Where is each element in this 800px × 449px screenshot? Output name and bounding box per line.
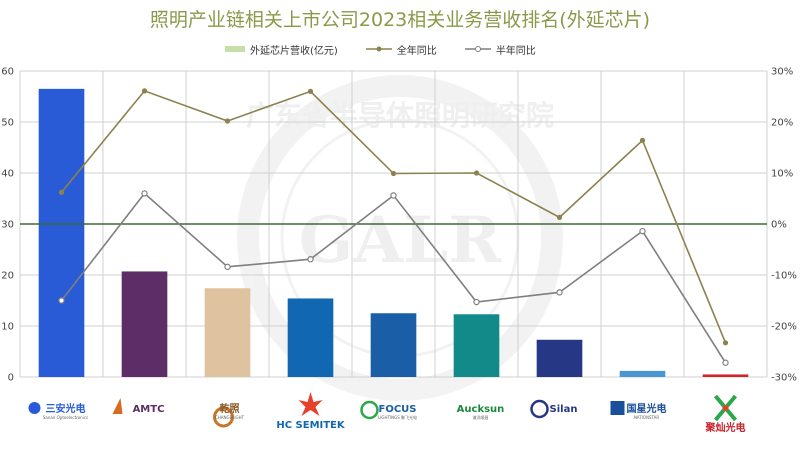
bar-9 xyxy=(702,374,749,377)
line-2-point-2 xyxy=(141,190,148,197)
bar-6 xyxy=(453,314,500,377)
bar-4 xyxy=(287,298,334,377)
logo-4: HC SEMITEK xyxy=(276,392,346,431)
left-tick-label: 60 xyxy=(1,67,14,78)
legend: 外延芯片营收(亿元) 全年同比 半年同比 xyxy=(225,42,564,57)
watermark-text: GALR xyxy=(299,203,502,278)
bar-2 xyxy=(121,271,168,377)
bar-1 xyxy=(38,88,85,377)
chart-title: 照明产业链相关上市公司2023相关业务营收排名(外延芯片) xyxy=(149,9,651,31)
left-tick-label: 10 xyxy=(1,322,14,333)
watermark: GALR 广东省半导体照明研究院 xyxy=(237,75,563,401)
line-2-point-3 xyxy=(224,263,231,271)
line-1-point-9 xyxy=(722,340,729,346)
hcsemitek-logo-icon xyxy=(298,392,323,416)
right-tick-label: -30% xyxy=(771,373,797,384)
silan-logo-icon xyxy=(530,399,549,419)
logo-2: AMTC xyxy=(112,398,165,415)
logo-9: 聚灿光电 xyxy=(705,394,746,434)
legend-swatch-halfyear-yoy xyxy=(464,46,491,52)
watermark-ring-text: 广东省半导体照明研究院 xyxy=(246,99,554,132)
line-2-point-5 xyxy=(390,192,397,199)
logo-name-2: AMTC xyxy=(133,404,165,415)
line-2-point-9 xyxy=(722,359,729,366)
sanan-logo-icon xyxy=(28,402,41,414)
bars xyxy=(38,88,749,377)
line-2-point-1 xyxy=(58,297,65,304)
right-tick-label: 0% xyxy=(771,220,787,231)
legend-swatch-revenue xyxy=(225,46,245,52)
line-2-point-6 xyxy=(473,298,480,306)
right-tick-label: -10% xyxy=(771,271,797,282)
bar-3 xyxy=(204,288,251,377)
legend-item-halfyear-yoy: 半年同比 xyxy=(464,42,536,57)
logo-name-4: HC SEMITEK xyxy=(276,420,346,431)
juncan-logo-dot xyxy=(722,405,729,411)
legend-item-annual-yoy: 全年同比 xyxy=(365,42,437,57)
changelight-logo-icon xyxy=(213,406,234,428)
logo-name-1: 三安光电 xyxy=(46,402,86,415)
left-tick-label: 50 xyxy=(1,118,14,129)
lines xyxy=(58,88,729,366)
line-1-point-5 xyxy=(390,170,397,177)
logo-name-3: 乾照 xyxy=(220,402,240,415)
logo-name-9: 聚灿光电 xyxy=(705,421,746,434)
line-2-point-8 xyxy=(639,227,646,235)
line-2-point-7 xyxy=(556,289,563,296)
right-tick-label: 10% xyxy=(771,169,793,180)
logo-sub-1: Sanan Optoelectronics xyxy=(43,415,88,420)
legend-item-revenue: 外延芯片营收(亿元) xyxy=(225,42,338,57)
bar-7 xyxy=(536,339,583,377)
legend-label-annual-yoy: 全年同比 xyxy=(396,45,437,57)
nationstar-logo-icon xyxy=(610,401,625,415)
logo-name-6: Aucksun xyxy=(457,404,505,415)
logo-sub-6: 澳洋顺昌 xyxy=(473,414,489,420)
legend-label-halfyear-yoy: 半年同比 xyxy=(495,45,536,57)
line-1-point-6 xyxy=(473,170,480,176)
left-tick-label: 30 xyxy=(1,220,14,231)
legend-label-revenue: 外延芯片营收(亿元) xyxy=(250,45,338,57)
legend-swatch-annual-yoy xyxy=(365,46,392,52)
logo-name-8: 国星光电 xyxy=(627,402,667,415)
logo-name-7: Silan xyxy=(550,404,578,415)
line-1-point-7 xyxy=(556,214,563,220)
right-tick-label: 20% xyxy=(771,118,793,129)
left-tick-label: 0 xyxy=(8,373,14,384)
focus-logo-icon xyxy=(360,400,379,420)
logo-name-5: FOCUS xyxy=(379,404,417,415)
bar-8 xyxy=(619,370,666,377)
line-1-point-3 xyxy=(224,118,231,124)
right-tick-label: 30% xyxy=(771,67,793,78)
left-tick-label: 20 xyxy=(1,271,14,282)
line-1-point-2 xyxy=(141,88,148,94)
line-2-point-4 xyxy=(307,255,314,263)
line-1-point-8 xyxy=(639,137,646,143)
logo-sub-3: CHANGELIGHT xyxy=(215,415,245,420)
amtc-logo-icon xyxy=(112,398,123,414)
logo-sub-5: LIGHTINGS 聚飞光电 xyxy=(378,414,417,420)
bar-5 xyxy=(370,313,417,377)
line-1-point-1 xyxy=(58,189,65,195)
right-tick-label: -20% xyxy=(771,322,797,333)
axes: 0 10 20 30 40 50 60 -30% -20% -10% 0% 10% 20% 30% xyxy=(1,67,797,384)
logo-7: Silan xyxy=(530,399,578,419)
left-tick-label: 40 xyxy=(1,169,14,180)
logo-sub-8: NATIONSTAR xyxy=(634,415,660,420)
line-1-point-4 xyxy=(307,88,314,94)
